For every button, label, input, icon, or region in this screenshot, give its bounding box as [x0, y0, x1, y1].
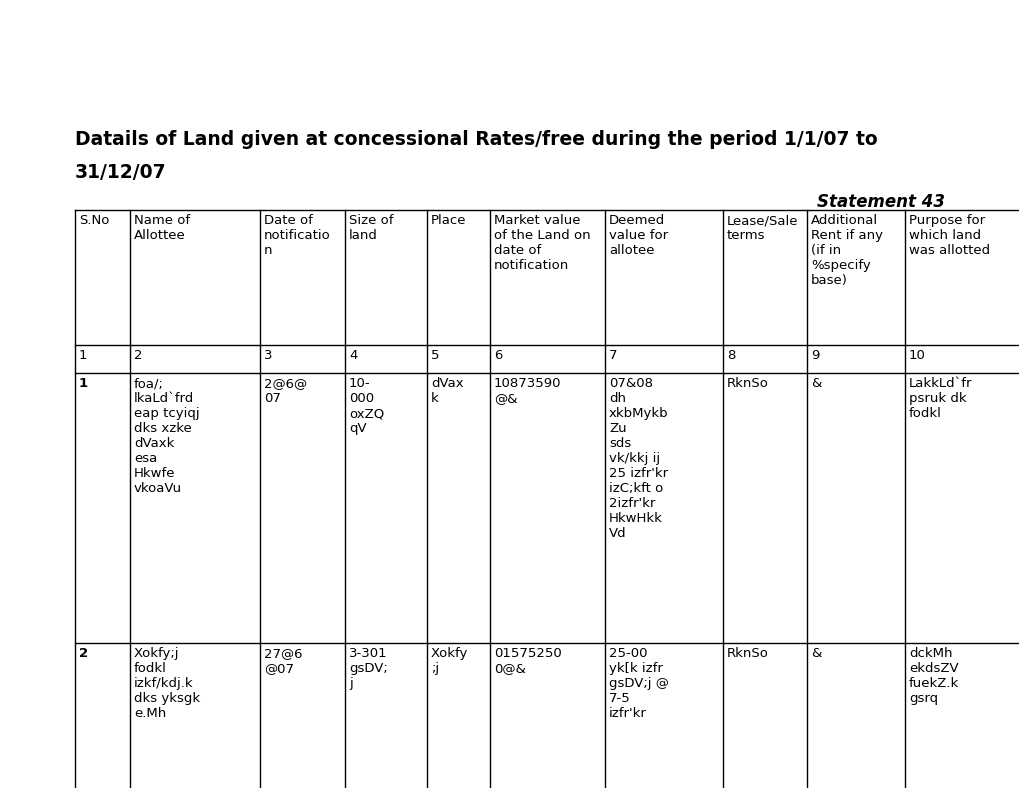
Text: 10: 10 — [908, 349, 925, 362]
Text: Date of
notificatio
n: Date of notificatio n — [264, 214, 330, 257]
Text: dckMh
ekdsZV
fuekZ.k
gsrq: dckMh ekdsZV fuekZ.k gsrq — [908, 647, 958, 705]
Text: 6: 6 — [493, 349, 502, 362]
Text: 1: 1 — [78, 349, 88, 362]
Text: 3-301
gsDV;
j: 3-301 gsDV; j — [348, 647, 387, 690]
Text: Purpose for
which land
was allotted: Purpose for which land was allotted — [908, 214, 989, 257]
Text: dVax
k: dVax k — [431, 377, 464, 405]
Text: Place: Place — [431, 214, 466, 227]
Text: 01575250
0@&: 01575250 0@& — [493, 647, 561, 675]
Text: 2: 2 — [78, 647, 88, 660]
Text: Deemed
value for
allotee: Deemed value for allotee — [608, 214, 667, 257]
Text: Additional
Rent if any
(if in
%specify
base): Additional Rent if any (if in %specify b… — [810, 214, 882, 287]
Text: Lease/Sale
terms: Lease/Sale terms — [727, 214, 798, 242]
Text: Size of
land: Size of land — [348, 214, 393, 242]
Text: Statement 43: Statement 43 — [816, 193, 944, 211]
Text: 8: 8 — [727, 349, 735, 362]
Text: 10-
000
oxZQ
qV: 10- 000 oxZQ qV — [348, 377, 384, 435]
Text: foa/;
lkaLd`frd
eap tcyiqj
dks xzke
dVaxk
esa
Hkwfe
vkoaVu: foa/; lkaLd`frd eap tcyiqj dks xzke dVax… — [133, 377, 200, 495]
Text: Name of
Allottee: Name of Allottee — [133, 214, 190, 242]
Text: 1: 1 — [78, 377, 88, 390]
Text: 7: 7 — [608, 349, 616, 362]
Text: 07&08
dh
xkbMykb
Zu
sds
vk/kkj ij
25 izfr'kr
izC;kft o
2izfr'kr
HkwHkk
Vd: 07&08 dh xkbMykb Zu sds vk/kkj ij 25 izf… — [608, 377, 668, 540]
Text: RknSo: RknSo — [727, 377, 768, 390]
Text: Xokfy;j
fodkl
izkf/kdj.k
dks yksgk
e.Mh: Xokfy;j fodkl izkf/kdj.k dks yksgk e.Mh — [133, 647, 200, 720]
Text: S.No: S.No — [78, 214, 109, 227]
Text: RknSo: RknSo — [727, 647, 768, 660]
Text: 2@6@
07: 2@6@ 07 — [264, 377, 307, 405]
Text: 3: 3 — [264, 349, 272, 362]
Text: &: & — [810, 647, 820, 660]
Text: 27@6
@07: 27@6 @07 — [264, 647, 303, 675]
Text: 4: 4 — [348, 349, 357, 362]
Text: 31/12/07: 31/12/07 — [75, 163, 166, 182]
Text: Datails of Land given at concessional Rates/free during the period 1/1/07 to: Datails of Land given at concessional Ra… — [75, 130, 876, 149]
Text: 2: 2 — [133, 349, 143, 362]
Text: &: & — [810, 377, 820, 390]
Text: Market value
of the Land on
date of
notification: Market value of the Land on date of noti… — [493, 214, 590, 272]
Text: 10873590
@&: 10873590 @& — [493, 377, 560, 405]
Text: 5: 5 — [431, 349, 439, 362]
Text: LakkLd`fr
psruk dk
fodkl: LakkLd`fr psruk dk fodkl — [908, 377, 971, 420]
Text: 25-00
yk[k izfr
gsDV;j @
7-5
izfr'kr: 25-00 yk[k izfr gsDV;j @ 7-5 izfr'kr — [608, 647, 668, 720]
Text: 9: 9 — [810, 349, 818, 362]
Text: Xokfy
;j: Xokfy ;j — [431, 647, 468, 675]
